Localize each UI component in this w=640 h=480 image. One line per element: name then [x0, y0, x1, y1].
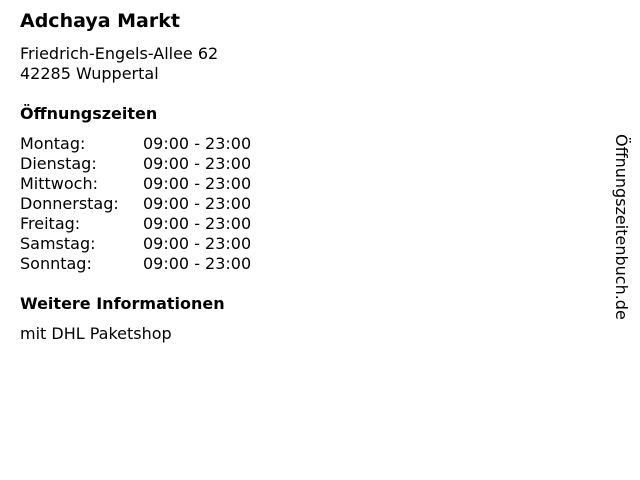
info-text: mit DHL Paketshop [20, 324, 172, 343]
time: 09:00 - 23:00 [143, 134, 252, 153]
hours-row: Samstag: 09:00 - 23:00 [20, 234, 251, 254]
day: Dienstag: [20, 154, 97, 173]
street: Friedrich-Engels-Allee 62 [20, 44, 219, 63]
info-heading: Weitere Informationen [20, 294, 225, 313]
hours-row: Montag: 09:00 - 23:00 [20, 134, 251, 154]
hours-table: Montag: 09:00 - 23:00 Dienstag: 09:00 - 23:… [20, 134, 251, 274]
hours-row: Sonntag: 09:00 - 23:00 [20, 254, 251, 274]
day: Donnerstag: [20, 194, 119, 213]
day: Montag: [20, 134, 86, 153]
watermark: Öffnungszeitenbuch.de [612, 134, 631, 320]
time: 09:00 - 23:00 [143, 214, 252, 233]
day: Freitag: [20, 214, 81, 233]
hours-row: Mittwoch: 09:00 - 23:00 [20, 174, 251, 194]
time: 09:00 - 23:00 [143, 234, 252, 253]
address: Friedrich-Engels-Allee 62 42285 Wupperta… [20, 44, 218, 84]
hours-row: Freitag: 09:00 - 23:00 [20, 214, 251, 234]
time: 09:00 - 23:00 [143, 194, 252, 213]
hours-row: Donnerstag: 09:00 - 23:00 [20, 194, 251, 214]
city: 42285 Wuppertal [20, 64, 159, 83]
store-name: Adchaya Markt [20, 10, 180, 32]
time: 09:00 - 23:00 [143, 174, 252, 193]
hours-heading: Öffnungszeiten [20, 104, 158, 123]
day: Sonntag: [20, 254, 92, 273]
day: Mittwoch: [20, 174, 98, 193]
time: 09:00 - 23:00 [143, 154, 252, 173]
day: Samstag: [20, 234, 96, 253]
time: 09:00 - 23:00 [143, 254, 252, 273]
hours-row: Dienstag: 09:00 - 23:00 [20, 154, 251, 174]
